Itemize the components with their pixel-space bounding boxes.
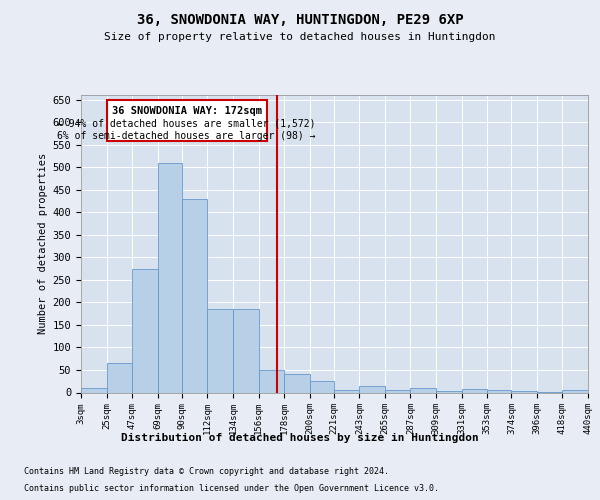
Bar xyxy=(410,388,436,392)
Bar xyxy=(461,389,487,392)
Bar xyxy=(385,390,410,392)
Text: 6% of semi-detached houses are larger (98) →: 6% of semi-detached houses are larger (9… xyxy=(58,131,316,141)
Bar xyxy=(233,309,259,392)
Text: Size of property relative to detached houses in Huntingdon: Size of property relative to detached ho… xyxy=(104,32,496,42)
Bar xyxy=(487,390,511,392)
Bar xyxy=(81,388,107,392)
Bar xyxy=(511,391,537,392)
Text: Distribution of detached houses by size in Huntingdon: Distribution of detached houses by size … xyxy=(121,432,479,442)
Bar xyxy=(334,390,359,392)
Bar xyxy=(182,198,208,392)
Bar xyxy=(259,370,284,392)
Bar xyxy=(158,162,182,392)
Bar xyxy=(562,390,588,392)
Bar xyxy=(132,268,158,392)
Bar xyxy=(107,363,132,392)
Y-axis label: Number of detached properties: Number of detached properties xyxy=(38,153,49,334)
Text: Contains public sector information licensed under the Open Government Licence v3: Contains public sector information licen… xyxy=(24,484,439,493)
Text: 36 SNOWDONIA WAY: 172sqm: 36 SNOWDONIA WAY: 172sqm xyxy=(112,106,262,116)
Bar xyxy=(208,309,233,392)
Bar xyxy=(359,386,385,392)
Bar xyxy=(107,100,266,141)
Text: 36, SNOWDONIA WAY, HUNTINGDON, PE29 6XP: 36, SNOWDONIA WAY, HUNTINGDON, PE29 6XP xyxy=(137,12,463,26)
Bar xyxy=(284,374,310,392)
Bar xyxy=(436,391,461,392)
Text: Contains HM Land Registry data © Crown copyright and database right 2024.: Contains HM Land Registry data © Crown c… xyxy=(24,468,389,476)
Text: ← 94% of detached houses are smaller (1,572): ← 94% of detached houses are smaller (1,… xyxy=(58,118,316,128)
Bar xyxy=(310,381,334,392)
